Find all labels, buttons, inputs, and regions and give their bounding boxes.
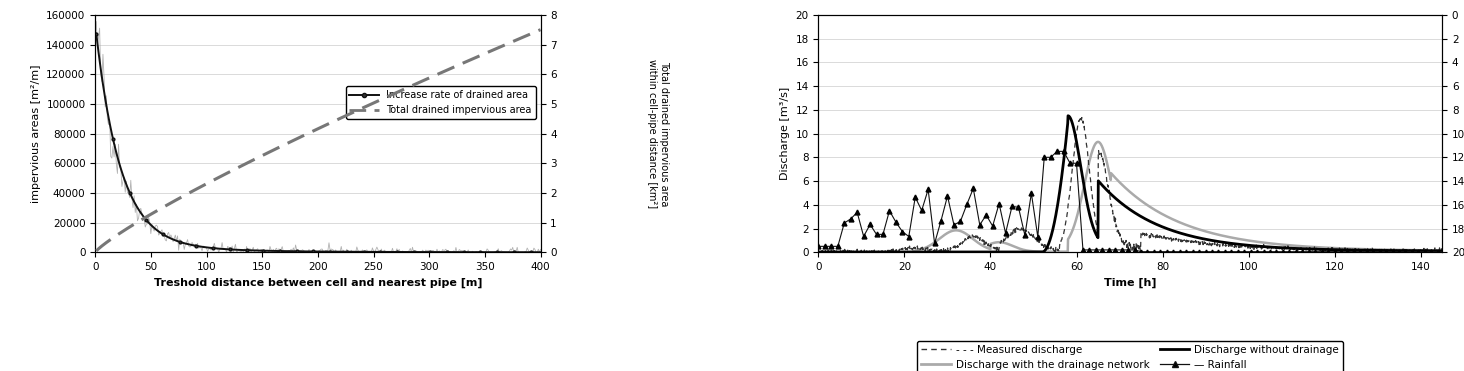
Legend: - - - Measured discharge, Discharge with the drainage network, Discharge without: - - - Measured discharge, Discharge with… <box>918 341 1344 371</box>
X-axis label: Time [h]: Time [h] <box>1104 278 1157 288</box>
Y-axis label: Total drained impervious area
within cell-pipe distance [km²]: Total drained impervious area within cel… <box>647 59 669 208</box>
Legend: Increase rate of drained area, Total drained impervious area: Increase rate of drained area, Total dra… <box>346 86 536 119</box>
X-axis label: Treshold distance between cell and nearest pipe [m]: Treshold distance between cell and neare… <box>154 278 482 288</box>
Y-axis label: impervious areas [m²/m]: impervious areas [m²/m] <box>31 64 41 203</box>
Y-axis label: Discharge [m³/s]: Discharge [m³/s] <box>780 87 791 180</box>
